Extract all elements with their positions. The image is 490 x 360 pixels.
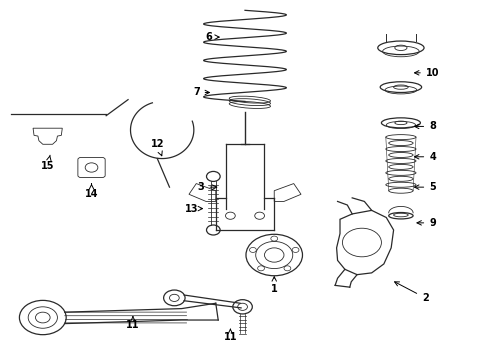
Text: 3: 3	[198, 182, 217, 192]
Text: 14: 14	[85, 184, 98, 199]
Text: 12: 12	[150, 139, 164, 156]
Text: 1: 1	[271, 277, 278, 294]
Text: 15: 15	[41, 155, 54, 171]
Text: 13: 13	[185, 203, 202, 213]
Text: 10: 10	[415, 68, 440, 78]
Text: 2: 2	[394, 282, 429, 303]
Text: 11: 11	[223, 329, 237, 342]
Text: 9: 9	[417, 218, 436, 228]
Text: 7: 7	[193, 87, 209, 98]
Text: 4: 4	[415, 152, 436, 162]
Text: 11: 11	[126, 316, 140, 330]
Text: 6: 6	[205, 32, 219, 42]
Text: 5: 5	[415, 182, 436, 192]
Text: 8: 8	[415, 121, 436, 131]
